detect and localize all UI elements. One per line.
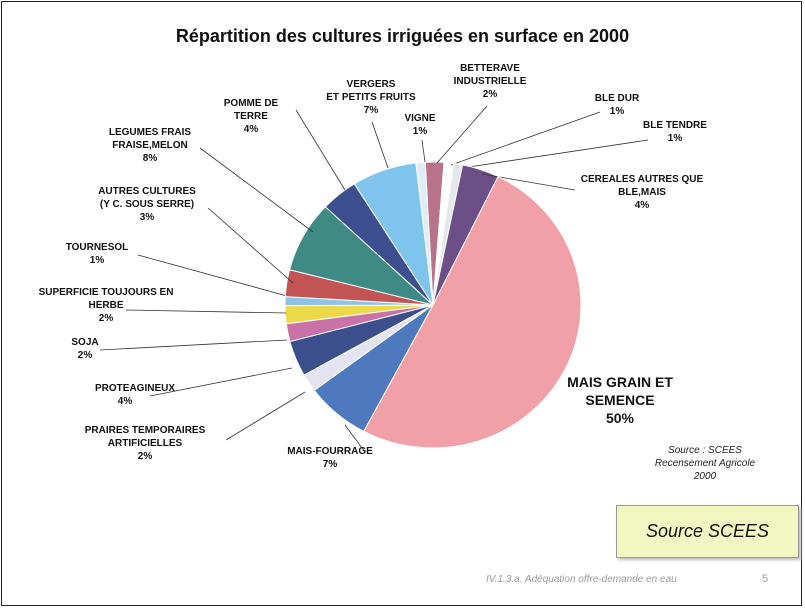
slice-label: PRAIRES TEMPORAIRES ARTIFICIELLES 2% [80, 424, 210, 463]
slice-label: PROTEAGINEUX 4% [95, 382, 175, 408]
slice-label-name: MAIS-FOURRAGE [287, 446, 373, 457]
slice-label-value: 1% [412, 126, 428, 137]
slice-label-name: POMME DE TERRE [223, 98, 279, 122]
slice-label-value: 2% [77, 350, 93, 361]
slice-label-name: BLE DUR [594, 93, 640, 104]
slice-label: LEGUMES FRAIS FRAISE,MELON 8% [104, 126, 196, 165]
slice-label: CEREALES AUTRES QUE BLE,MAIS 4% [572, 173, 712, 212]
leader-line [207, 207, 294, 284]
slice-label-name: VIGNE [404, 113, 436, 124]
leader-line [450, 111, 601, 166]
leader-line [436, 105, 488, 164]
leader-line [344, 424, 366, 453]
leader-line [199, 147, 314, 233]
pie-slice [363, 175, 582, 449]
footer-text: IV.1.3.a. Adéquation offre-demande en ea… [486, 574, 677, 585]
slice-label: MAIS-FOURRAGE 7% [285, 445, 375, 471]
chart-title: Répartition des cultures irriguées en su… [175, 26, 630, 46]
slice-label-name: MAIS GRAIN ET SEMENCE [567, 374, 673, 408]
slice-label-value: 50% [605, 410, 635, 426]
slice-label-name: SUPERFICIE TOUJOURS EN HERBE [38, 287, 174, 311]
slice-label: BLE DUR 1% [585, 92, 649, 118]
leader-line [99, 339, 288, 351]
slice-label-value: 2% [137, 451, 153, 462]
slice-label: BLE TENDRE 1% [640, 119, 710, 145]
slice-label-name: TOURNESOL [65, 242, 129, 253]
slice-label-name: VERGERS ET PETITS FRUITS [326, 79, 416, 103]
source-note: Source : SCEES Recensement Agricole 2000 [654, 445, 756, 482]
leader-line [125, 309, 287, 314]
leader-line [421, 139, 426, 163]
slice-label: MAIS GRAIN ET SEMENCE 50% [560, 373, 680, 427]
pie-slice [415, 161, 434, 306]
slice-label-name: LEGUMES FRAIS FRAISE,MELON [108, 127, 192, 151]
slice-label-value: 2% [98, 313, 114, 324]
slice-label-value: 4% [243, 124, 259, 135]
page-number: 5 [762, 573, 769, 585]
slice-label-value: 8% [142, 153, 158, 164]
leader-line [295, 109, 346, 191]
slice-label-value: 7% [363, 105, 379, 116]
leader-line [461, 139, 649, 169]
slice-label-name: AUTRES CULTURES (Y C. SOUS SERRE) [98, 186, 196, 210]
slice-label-value: 2% [482, 89, 498, 100]
slice-label-value: 1% [89, 255, 105, 266]
slice-label: TOURNESOL 1% [62, 241, 132, 267]
slice-label-name: PRAIRES TEMPORAIRES ARTIFICIELLES [84, 425, 206, 449]
slice-label-name: CEREALES AUTRES QUE BLE,MAIS [580, 174, 704, 198]
slice-label: BETTERAVE INDUSTRIELLE 2% [448, 62, 532, 101]
slice-label-value: 4% [117, 396, 133, 407]
slice-label-name: BETTERAVE INDUSTRIELLE [453, 63, 527, 87]
leader-line [225, 391, 306, 441]
slice-label-name: BLE TENDRE [643, 120, 707, 131]
slice-label: SUPERFICIE TOUJOURS EN HERBE 2% [36, 286, 176, 325]
slice-label-value: 7% [322, 459, 338, 470]
slice-label: POMME DE TERRE 4% [206, 97, 296, 136]
source-box: Source SCEES [616, 505, 799, 558]
slice-label: VERGERS ET PETITS FRUITS 7% [318, 78, 424, 117]
slice-label-name: PROTEAGINEUX [95, 383, 176, 394]
leader-line [149, 367, 293, 397]
slice-label-value: 1% [609, 106, 625, 117]
slice-label: VIGNE 1% [400, 112, 440, 138]
leader-line [137, 254, 288, 297]
leader-line [371, 121, 389, 169]
slice-label-value: 1% [667, 133, 683, 144]
slice-label: SOJA 2% [70, 336, 100, 362]
slice-label: AUTRES CULTURES (Y C. SOUS SERRE) 3% [92, 185, 202, 224]
slice-label-name: SOJA [71, 337, 99, 348]
slice-label-value: 3% [139, 212, 155, 223]
slice-label-value: 4% [634, 200, 650, 211]
